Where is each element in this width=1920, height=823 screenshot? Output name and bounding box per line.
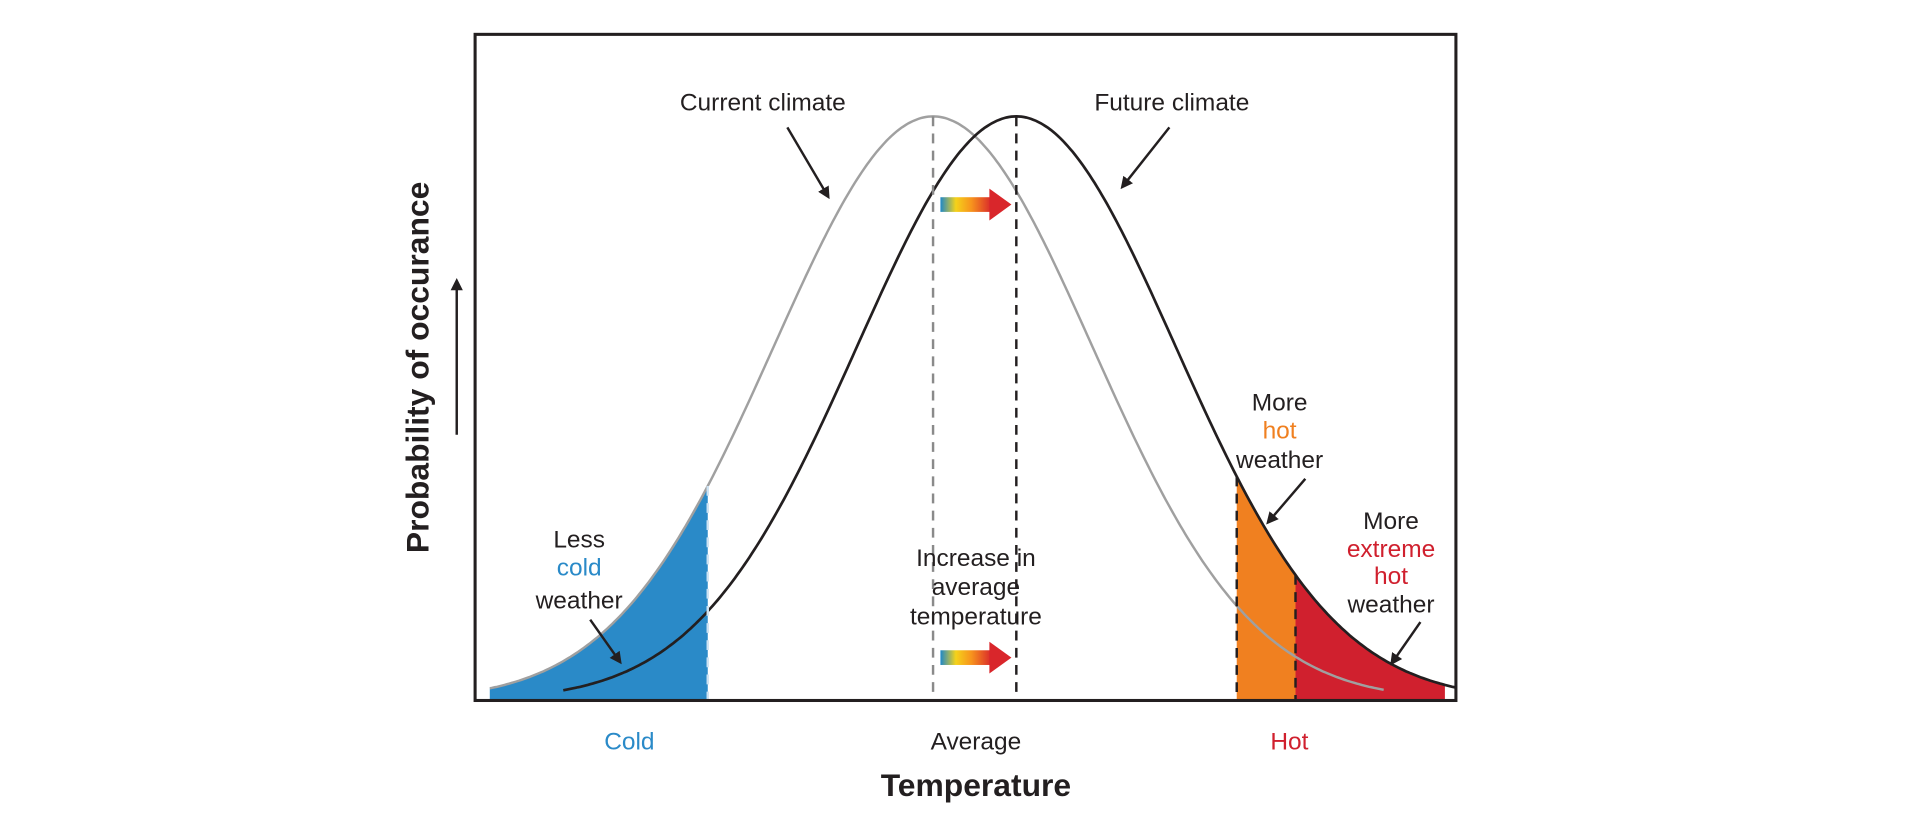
svg-text:extreme: extreme [1347,536,1435,563]
current-climate-label: Current climate [680,89,846,116]
svg-text:weather: weather [535,588,623,615]
y-axis-title: Probability of occurance [400,182,436,553]
svg-text:cold: cold [557,555,602,582]
extreme-hot-weather-area [1295,574,1445,701]
svg-text:Less: Less [553,526,605,553]
svg-text:average: average [932,574,1020,601]
x-tick-cold: Cold [604,728,654,755]
svg-text:More: More [1252,389,1308,416]
svg-text:Increase in: Increase in [916,545,1036,572]
svg-text:weather: weather [1235,447,1323,474]
shift-arrow-bottom [940,641,1012,674]
shift-arrow-top [940,188,1012,221]
cold-weather-area [489,485,708,701]
current-climate-arrow [786,126,830,200]
increase-average-label: Increase in average temperature [910,545,1042,631]
svg-text:temperature: temperature [910,604,1042,631]
more-extreme-hot-arrow [1390,621,1422,666]
more-extreme-hot-label: More extreme hot weather [1346,508,1435,618]
svg-text:hot: hot [1263,417,1297,444]
future-climate-label: Future climate [1094,89,1249,116]
more-hot-arrow [1266,478,1307,525]
less-cold-label: Less cold weather [535,526,623,614]
plot-frame [473,32,1458,703]
x-axis-title: Temperature [881,767,1071,803]
more-hot-label: More hot weather [1235,389,1323,474]
future-climate-curve [563,115,1455,692]
svg-text:More: More [1363,508,1419,535]
svg-text:weather: weather [1346,591,1434,618]
future-climate-arrow [1120,126,1171,190]
hot-weather-area [1236,476,1296,701]
x-tick-average: Average [931,728,1022,755]
svg-text:hot: hot [1374,563,1408,590]
x-tick-hot: Hot [1270,728,1308,755]
current-climate-curve [489,115,1384,692]
less-cold-arrow [589,618,622,665]
